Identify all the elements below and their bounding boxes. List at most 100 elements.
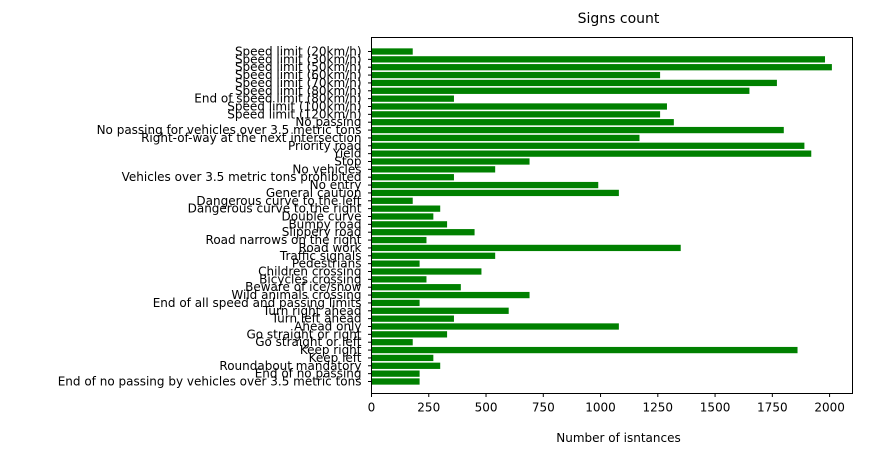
chart-title: Signs count xyxy=(578,11,660,27)
y-tick-label: End of no passing xyxy=(255,367,362,381)
bar-41 xyxy=(371,370,420,377)
bar-8 xyxy=(371,111,661,118)
y-tick-label: Keep left xyxy=(309,351,362,365)
bar-10 xyxy=(371,126,784,134)
y-tick-label: Roundabout mandatory xyxy=(219,359,361,373)
bar-36 xyxy=(371,331,448,338)
plot-frame xyxy=(371,37,853,394)
bar-6 xyxy=(371,95,454,102)
y-tick-label: Yield xyxy=(332,147,362,161)
bar-1 xyxy=(371,56,826,63)
x-tick-label: 2000 xyxy=(814,401,845,415)
y-tick-label: End of speed limit (80km/h) xyxy=(194,92,361,106)
bar-11 xyxy=(371,134,640,142)
bar-39 xyxy=(371,354,434,362)
bar-35 xyxy=(371,323,619,330)
y-tick-label: End of all speed and passing limits xyxy=(153,296,362,310)
bar-12 xyxy=(371,142,805,149)
bar-20 xyxy=(371,205,441,212)
bar-29 xyxy=(371,276,427,283)
bar-13 xyxy=(371,150,812,157)
bar-28 xyxy=(371,268,482,275)
bar-38 xyxy=(371,346,798,354)
y-tick-label: Speed limit (120km/h) xyxy=(227,107,361,121)
x-tick-label: 1750 xyxy=(757,401,788,415)
bar-26 xyxy=(371,252,496,259)
bar-17 xyxy=(371,181,599,189)
y-tick-label: No passing xyxy=(295,115,361,129)
x-tick-label: 1000 xyxy=(585,401,616,415)
y-tick-label: Speed limit (20km/h) xyxy=(235,45,362,59)
y-tick-label: Stop xyxy=(334,155,361,169)
bar-34 xyxy=(371,315,454,322)
bar-0 xyxy=(371,48,413,55)
bar-25 xyxy=(371,244,681,252)
x-tick-label: 1500 xyxy=(700,401,731,415)
y-tick-label: Road narrows on the right xyxy=(206,233,362,247)
bar-14 xyxy=(371,158,530,165)
x-axis: 0 250 500 750 1000 1250 1500 1750 2000 xyxy=(368,393,845,415)
bar-31 xyxy=(371,291,530,299)
bar-18 xyxy=(371,189,619,197)
bar-15 xyxy=(371,166,496,173)
bar-2 xyxy=(371,64,832,71)
bars-group xyxy=(371,48,832,385)
x-tick-label: 1250 xyxy=(643,401,674,415)
y-tick-label: Beware of ice/snow xyxy=(245,280,362,294)
y-tick-label: Ahead only xyxy=(294,320,361,334)
y-tick-label: Keep right xyxy=(300,343,362,357)
x-tick-label: 500 xyxy=(475,401,498,415)
y-tick-label: Bumpy road xyxy=(288,217,361,231)
bar-16 xyxy=(371,174,454,181)
bar-30 xyxy=(371,284,461,291)
bar-37 xyxy=(371,339,413,346)
bar-9 xyxy=(371,119,674,126)
y-tick-label: Turn left ahead xyxy=(271,312,362,326)
bar-4 xyxy=(371,79,777,87)
x-tick-label: 750 xyxy=(532,401,555,415)
bar-40 xyxy=(371,362,441,369)
bar-21 xyxy=(371,213,434,220)
bar-19 xyxy=(371,197,413,204)
bar-3 xyxy=(371,71,661,79)
y-tick-label: Slippery road xyxy=(282,225,362,239)
y-tick-label: Dangerous curve to the right xyxy=(188,202,362,216)
bar-24 xyxy=(371,236,427,244)
y-tick-label: Speed limit (60km/h) xyxy=(235,68,362,82)
bar-22 xyxy=(371,221,448,228)
y-tick-label: Vehicles over 3.5 metric tons prohibited xyxy=(122,170,362,184)
y-tick-label: Double curve xyxy=(282,210,362,224)
y-tick-label: Priority road xyxy=(288,139,362,153)
bar-5 xyxy=(371,87,750,94)
y-tick-label: Speed limit (80km/h) xyxy=(235,84,362,98)
y-tick-label: Right-of-way at the next intersection xyxy=(141,131,361,145)
y-tick-label: Go straight or left xyxy=(255,335,362,349)
x-tick-label: 250 xyxy=(417,401,440,415)
y-tick-label: Children crossing xyxy=(258,265,361,279)
y-tick-label: General caution xyxy=(266,186,362,200)
bar-7 xyxy=(371,103,667,110)
y-tick-label: Turn right ahead xyxy=(262,304,362,318)
bar-33 xyxy=(371,307,509,314)
y-tick-label: No passing for vehicles over 3.5 metric … xyxy=(97,123,362,137)
y-tick-label: Speed limit (30km/h) xyxy=(235,52,362,66)
y-tick-labels: Speed limit (20km/h)Speed limit (30km/h)… xyxy=(58,45,372,389)
y-tick-label: Dangerous curve to the left xyxy=(196,194,361,208)
y-tick-label: Bicycles crossing xyxy=(259,272,361,286)
bar-32 xyxy=(371,299,420,307)
x-tick-label: 0 xyxy=(368,401,376,415)
y-tick-label: No entry xyxy=(310,178,362,192)
y-tick-label: No vehicles xyxy=(292,162,361,176)
y-tick-label: End of no passing by vehicles over 3.5 m… xyxy=(58,375,362,389)
y-tick-label: Road work xyxy=(299,241,362,255)
y-tick-label: Go straight or right xyxy=(246,327,361,341)
bar-42 xyxy=(371,378,420,385)
y-tick-label: Speed limit (50km/h) xyxy=(235,60,362,74)
y-tick-label: Speed limit (70km/h) xyxy=(235,76,362,90)
bar-27 xyxy=(371,260,420,267)
y-tick-label: Traffic signals xyxy=(279,249,362,263)
y-tick-label: Wild animals crossing xyxy=(231,288,361,302)
x-axis-label: Number of isntances xyxy=(556,431,681,445)
y-tick-label: Pedestrians xyxy=(292,257,362,271)
